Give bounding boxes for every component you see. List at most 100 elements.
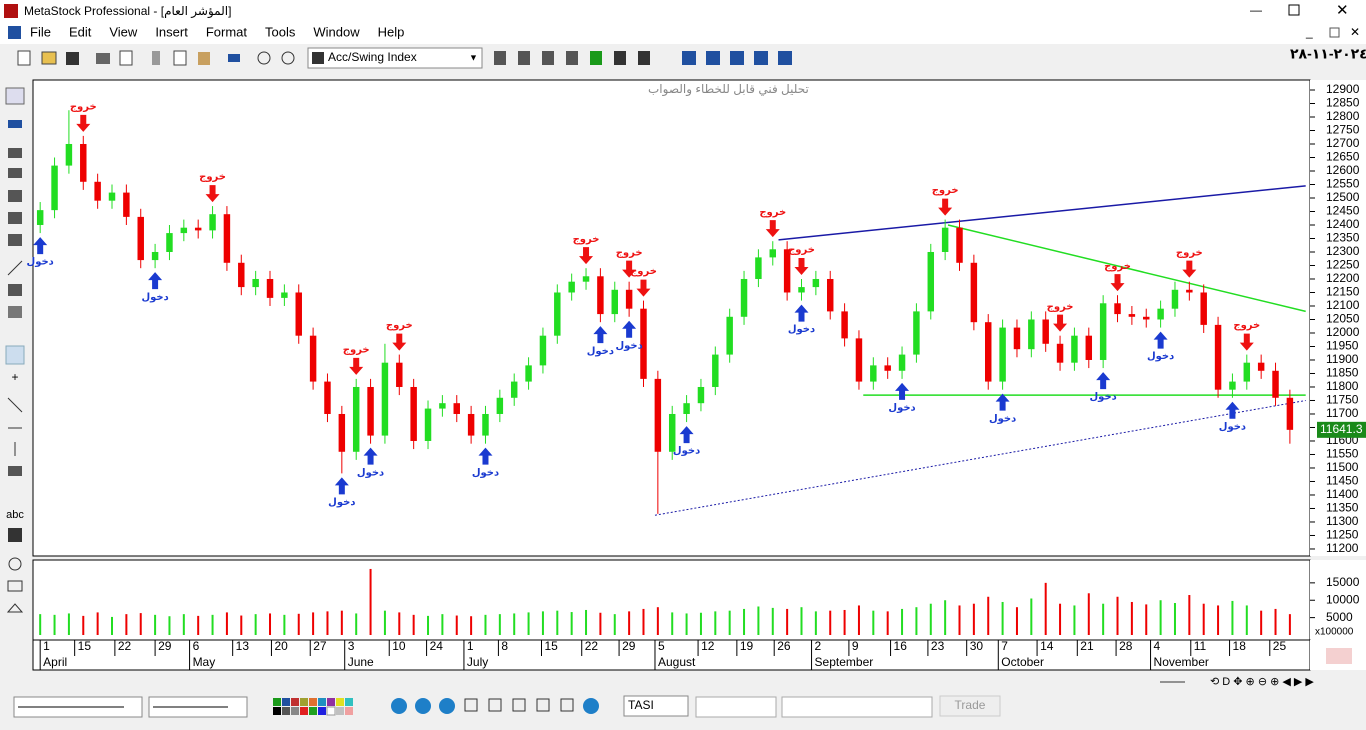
tool-button[interactable] [8, 234, 22, 246]
pointer-tool[interactable] [5, 345, 25, 365]
close-button[interactable]: ✕ [1336, 2, 1349, 19]
tool-button[interactable] [8, 190, 22, 202]
volume-bar [154, 614, 157, 635]
exit-label: خروج [1104, 261, 1131, 272]
undo-icon[interactable] [228, 54, 240, 62]
volume-bar [67, 613, 70, 635]
volume-bar [714, 611, 717, 635]
volume-bar [1001, 601, 1004, 635]
text-tool[interactable]: abc [6, 509, 24, 521]
symbol-box[interactable] [623, 695, 689, 717]
tool-button[interactable] [6, 603, 24, 613]
tool-icon[interactable] [638, 51, 650, 65]
trade-button[interactable] [939, 695, 1001, 717]
tool-button[interactable] [8, 528, 22, 542]
candle-body [453, 403, 460, 414]
volume-bar [139, 613, 142, 635]
volume-bar [369, 568, 372, 635]
tool-button[interactable] [7, 260, 23, 276]
tool-button[interactable] [8, 168, 22, 178]
menu-item[interactable]: Help [378, 24, 405, 39]
nav-buttons[interactable]: ⟲ D ✥ ⊕ ⊖ ⊕ ◀ ▶ ▶ [1210, 676, 1314, 688]
tool-button[interactable] [8, 212, 22, 224]
menu-item[interactable]: File [30, 24, 51, 39]
indicator-dropdown[interactable] [307, 47, 483, 69]
entry-arrow [1096, 372, 1111, 390]
exit-label: خروج [759, 207, 786, 218]
tool-button[interactable] [7, 580, 23, 592]
restore-button[interactable] [1288, 4, 1300, 16]
tool-button[interactable]: + [11, 370, 18, 384]
x-tick-label: 24 [430, 639, 444, 653]
color-palette[interactable] [273, 698, 353, 716]
menu-item[interactable]: Edit [69, 24, 92, 39]
exit-arrow [392, 333, 407, 351]
menu-item[interactable]: Insert [155, 24, 188, 39]
candle-body [1071, 335, 1078, 363]
dropdown[interactable] [695, 696, 777, 718]
candle-body [166, 233, 173, 252]
layout-icon[interactable] [754, 51, 768, 65]
new-icon[interactable] [17, 50, 31, 66]
minimize-button[interactable]: — [1250, 3, 1262, 17]
x-tick-label: 20 [274, 639, 288, 653]
candle-body [1114, 303, 1121, 315]
tool-button[interactable] [5, 87, 25, 105]
menu-item[interactable]: Window [313, 24, 360, 39]
tool-icon[interactable] [566, 51, 578, 65]
tool-icon[interactable] [494, 51, 506, 65]
tool-button[interactable] [8, 120, 22, 128]
open-icon[interactable] [41, 51, 57, 65]
tool-button[interactable] [8, 284, 22, 296]
browser-icons[interactable] [391, 698, 599, 714]
print-icon[interactable] [96, 53, 110, 64]
tool-button[interactable] [8, 466, 22, 476]
indicator-dropdown-text: Acc/Swing Index [328, 50, 417, 64]
candle-body [1157, 308, 1164, 320]
candle-body [352, 386, 360, 452]
toolbar-icons [17, 50, 295, 66]
menu-item[interactable]: Tools [265, 24, 296, 39]
layout-icon[interactable] [730, 51, 744, 65]
left-tools: + [5, 87, 25, 613]
dropdown[interactable] [781, 696, 933, 718]
zoom-icon[interactable] [281, 51, 295, 65]
preview-icon[interactable] [119, 50, 133, 66]
cut-icon[interactable] [152, 51, 160, 65]
layout-icon[interactable] [706, 51, 720, 65]
exit-label: خروج [1233, 320, 1260, 331]
layout-icon[interactable] [778, 51, 792, 65]
crosshair-icon[interactable] [257, 51, 271, 65]
date-axis [32, 639, 1311, 671]
tool-button[interactable] [8, 557, 22, 571]
tool-icon[interactable] [518, 51, 530, 65]
candle-body [381, 362, 389, 436]
volume-bar [211, 614, 214, 635]
tool-button[interactable] [8, 306, 22, 318]
volume-bar [800, 607, 803, 635]
tool-button[interactable] [8, 148, 22, 158]
mdi-minimize[interactable]: _ [1305, 25, 1313, 39]
tool-icon[interactable] [590, 51, 602, 65]
layout-icon[interactable] [682, 51, 696, 65]
y-tick-label: 11550 [1326, 447, 1359, 461]
mdi-close[interactable]: ✕ [1350, 25, 1360, 39]
volume-bar [1116, 596, 1119, 635]
y-tick-label: 12400 [1326, 217, 1360, 231]
candle-body [1028, 319, 1035, 350]
tool-icon[interactable] [542, 51, 554, 65]
candle-body [324, 381, 331, 414]
menu-item[interactable]: Format [206, 24, 248, 39]
y-tick-label: 12650 [1326, 150, 1360, 164]
menu-item[interactable]: View [109, 24, 138, 39]
y-tick-label: 11500 [1326, 460, 1359, 474]
candle-body [769, 249, 777, 258]
volume-bar [671, 612, 674, 635]
mdi-restore[interactable] [1329, 27, 1340, 38]
save-icon[interactable] [66, 52, 79, 65]
candle-body [510, 381, 518, 398]
paste-icon[interactable] [198, 52, 210, 65]
tool-button[interactable] [7, 397, 23, 413]
tool-icon[interactable] [614, 51, 626, 65]
copy-icon[interactable] [173, 50, 187, 66]
